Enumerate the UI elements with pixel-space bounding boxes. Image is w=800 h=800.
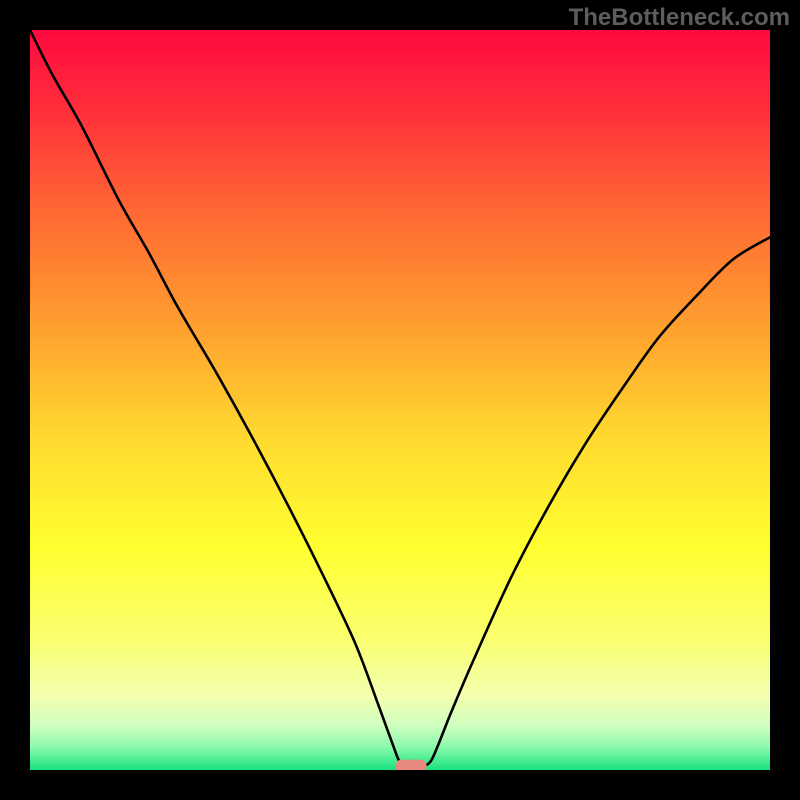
- gradient-background: [30, 30, 770, 770]
- watermark-text: TheBottleneck.com: [569, 4, 790, 32]
- chart-svg: [30, 30, 770, 770]
- bottleneck-chart: [30, 30, 770, 770]
- optimal-marker: [396, 760, 427, 770]
